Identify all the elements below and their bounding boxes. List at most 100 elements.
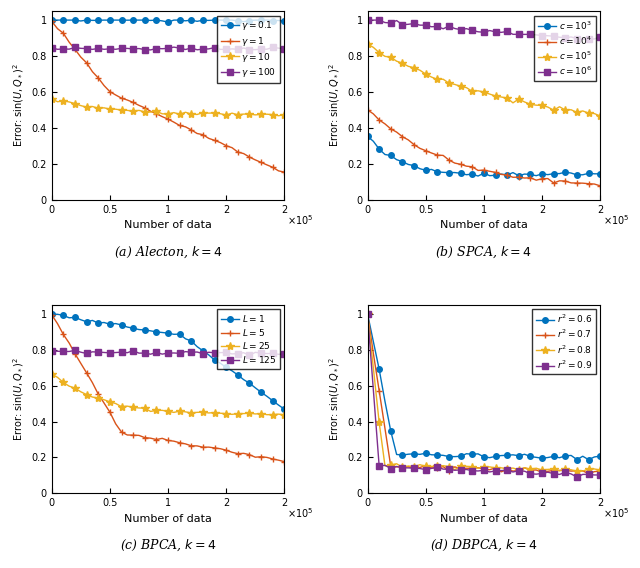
$\gamma=0.1$ (240, 18, 248, 25)
$r^2=0.6$ (527, 453, 534, 460)
$L=1$ (147, 327, 154, 334)
$c=10^5$ (404, 63, 412, 70)
$c=10^6$ (463, 25, 470, 32)
$L=5$ (240, 450, 248, 457)
$c=10^3$ (416, 165, 424, 172)
$L=25$ (280, 411, 288, 418)
$\gamma=0.1$ (228, 16, 236, 23)
$L=1$ (141, 327, 148, 333)
$\gamma=1$ (77, 54, 84, 61)
$c=10^6$ (596, 34, 604, 40)
$L=125$ (275, 351, 282, 358)
$r^2=0.8$ (428, 463, 435, 470)
$c=10^5$ (474, 87, 482, 94)
$c=10^4$ (503, 172, 511, 178)
$r^2=0.9$ (422, 466, 429, 473)
$\gamma=1$ (118, 95, 125, 102)
$c=10^3$ (474, 173, 482, 179)
$c=10^4$ (521, 174, 529, 181)
$\gamma=0.1$ (152, 16, 160, 23)
$c=10^6$ (375, 16, 383, 23)
$\gamma=1$ (152, 110, 160, 117)
$\gamma=100$ (234, 46, 242, 53)
$r^2=0.8$ (515, 466, 523, 473)
$\gamma=10$ (193, 111, 201, 118)
$r^2=0.8$ (591, 466, 598, 473)
$\gamma=0.1$ (205, 17, 212, 24)
$c=10^5$ (573, 109, 580, 116)
$L=125$ (216, 349, 224, 356)
$L=125$ (65, 348, 73, 355)
$c=10^4$ (387, 126, 395, 132)
$c=10^4$ (457, 161, 465, 168)
$c=10^6$ (428, 23, 435, 30)
$\gamma=1$ (234, 149, 242, 156)
$c=10^3$ (585, 170, 593, 177)
$r^2=0.9$ (451, 467, 459, 474)
$L=5$ (65, 340, 73, 346)
$c=10^5$ (556, 103, 563, 110)
$L=1$ (234, 371, 242, 378)
$\gamma=100$ (158, 45, 166, 52)
Title: (b) SPCA, $k=4$: (b) SPCA, $k=4$ (435, 244, 532, 260)
Line: $L=125$: $L=125$ (49, 348, 287, 358)
$r^2=0.7$ (579, 467, 587, 474)
$r^2=0.7$ (480, 466, 488, 473)
$c=10^4$ (492, 169, 499, 176)
$\gamma=1$ (112, 91, 120, 98)
$c=10^3$ (497, 170, 505, 177)
$c=10^6$ (480, 29, 488, 36)
$L=1$ (205, 352, 212, 358)
$c=10^4$ (463, 163, 470, 170)
$c=10^5$ (585, 110, 593, 116)
$L=25$ (216, 410, 224, 417)
$\gamma=0.1$ (65, 16, 73, 23)
$c=10^5$ (532, 102, 540, 108)
$L=25$ (112, 400, 120, 407)
$r^2=0.9$ (375, 463, 383, 470)
$c=10^3$ (387, 152, 395, 159)
$L=1$ (158, 329, 166, 336)
$r^2=0.6$ (381, 398, 389, 405)
$L=125$ (222, 349, 230, 356)
$r^2=0.8$ (480, 463, 488, 470)
$c=10^3$ (445, 169, 453, 176)
$L=1$ (280, 406, 288, 412)
$L=1$ (152, 328, 160, 335)
$L=25$ (228, 411, 236, 417)
$c=10^6$ (387, 19, 395, 26)
$r^2=0.7$ (515, 467, 523, 474)
$\gamma=10$ (118, 107, 125, 114)
$\gamma=100$ (65, 46, 73, 53)
$c=10^4$ (468, 164, 476, 170)
$L=5$ (205, 444, 212, 450)
$c=10^6$ (364, 16, 371, 23)
$L=125$ (211, 349, 218, 356)
$L=5$ (124, 432, 131, 438)
$r^2=0.7$ (422, 462, 429, 469)
$c=10^6$ (369, 16, 377, 23)
$\gamma=0.1$ (216, 16, 224, 23)
$\gamma=10$ (188, 111, 195, 118)
$L=1$ (94, 320, 102, 327)
$c=10^4$ (474, 167, 482, 174)
$c=10^6$ (381, 19, 389, 26)
$r^2=0.8$ (503, 465, 511, 472)
$L=5$ (71, 350, 79, 357)
$r^2=0.7$ (428, 465, 435, 471)
$c=10^4$ (439, 152, 447, 159)
$c=10^5$ (486, 91, 493, 98)
$L=125$ (188, 349, 195, 356)
$c=10^3$ (596, 170, 604, 177)
$\gamma=10$ (135, 107, 143, 114)
$c=10^3$ (404, 161, 412, 168)
$r^2=0.8$ (486, 463, 493, 470)
$\gamma=10$ (280, 111, 288, 118)
$\gamma=10$ (252, 111, 259, 118)
$\gamma=10$ (48, 95, 56, 102)
$c=10^6$ (422, 22, 429, 28)
$\gamma=10$ (263, 111, 271, 118)
$c=10^4$ (567, 179, 575, 186)
$r^2=0.8$ (457, 462, 465, 469)
$L=25$ (106, 399, 114, 406)
